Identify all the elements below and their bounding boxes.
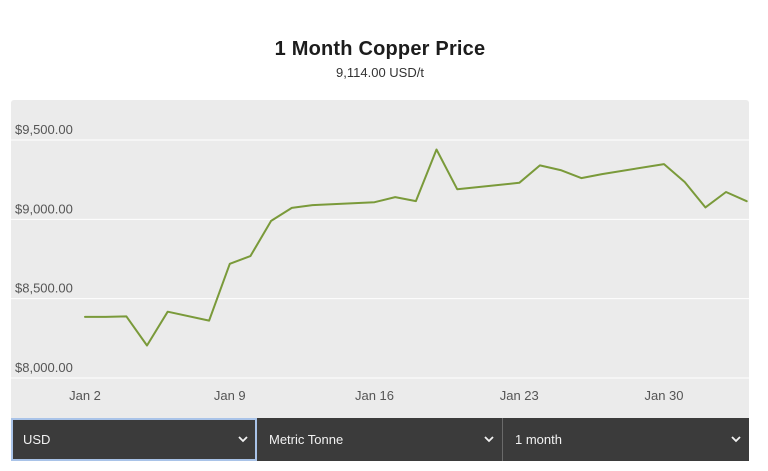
unit-select-value: Metric Tonne (269, 432, 344, 447)
y-tick-label: $8,500.00 (15, 281, 73, 296)
x-tick-label: Jan 23 (500, 388, 539, 403)
period-select-value: 1 month (515, 432, 562, 447)
chart-controls: USD Metric Tonne 1 month (11, 418, 749, 461)
series-line (84, 148, 748, 347)
y-tick-label: $9,000.00 (15, 201, 73, 216)
chevron-down-icon (484, 436, 494, 443)
x-tick-label: Jan 2 (69, 388, 101, 403)
y-tick-label: $8,000.00 (15, 360, 73, 375)
chart-title: 1 Month Copper Price (274, 38, 486, 60)
x-tick-label: Jan 9 (214, 388, 246, 403)
unit-select[interactable]: Metric Tonne (257, 418, 503, 461)
current-price: 9,114.00 USD/t (336, 65, 424, 80)
currency-select[interactable]: USD (11, 418, 257, 461)
period-select[interactable]: 1 month (503, 418, 749, 461)
chevron-down-icon (731, 436, 741, 443)
chevron-down-icon (238, 436, 248, 443)
chart-panel: $8,000.00 $8,500.00 $9,000.00 $9,500.00 Jan … (11, 100, 749, 418)
x-tick-label: Jan 30 (644, 388, 683, 403)
x-tick-label: Jan 16 (355, 388, 394, 403)
copper-price-chart: $8,000.00 $8,500.00 $9,000.00 $9,500.00 Jan … (11, 122, 749, 403)
y-tick-label: $9,500.00 (15, 122, 73, 137)
chart-header: 1 Month Copper Price 9,114.00 USD/t (0, 38, 760, 80)
currency-select-value: USD (23, 432, 51, 447)
